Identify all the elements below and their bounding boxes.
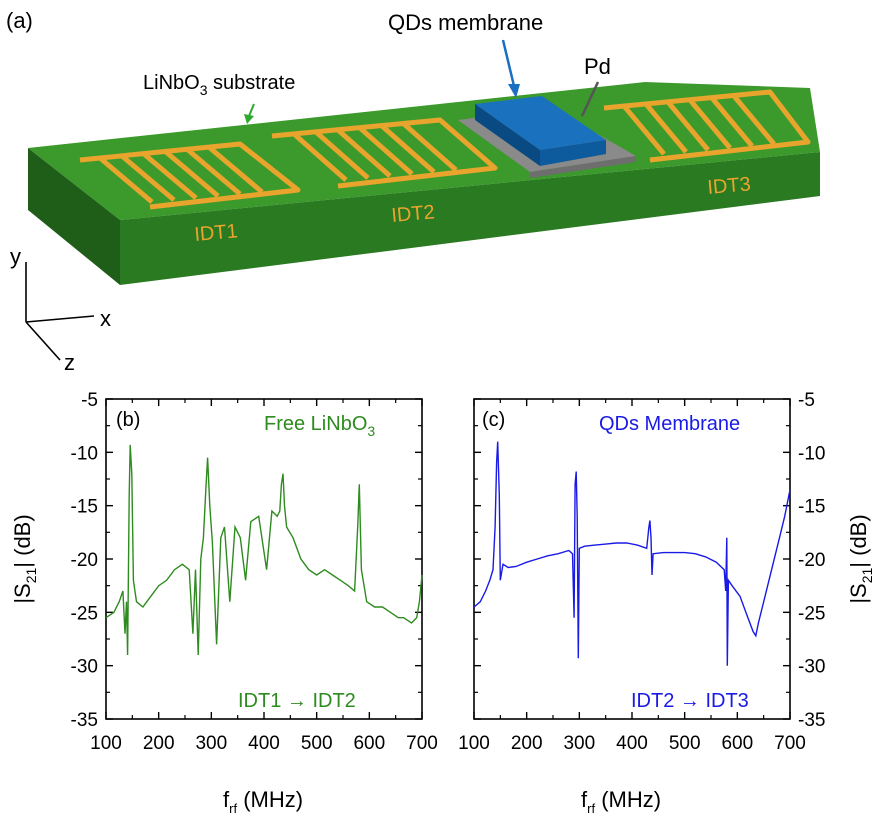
chart-b-xtick-label: 300 [195, 733, 227, 754]
substrate-arrow-head [244, 114, 254, 124]
chart-c-ytick-label: -30 [798, 657, 825, 678]
chart-b-ytick-label: -10 [71, 443, 98, 464]
substrate-label: LiNbO3 substrate [143, 72, 295, 98]
chart-c-ytick-label: -15 [798, 497, 825, 518]
substrate-front [120, 152, 820, 285]
chart-b-ytick-label: -20 [71, 550, 98, 571]
chart-c-title: QDs Membrane [599, 413, 740, 435]
chart-b-ytick-label: -15 [71, 497, 98, 518]
idt2-label: IDT2 [391, 201, 436, 227]
chart-b-xlabel: frf (MHz) [223, 787, 303, 816]
chart-b-xtick-label: 400 [248, 733, 280, 754]
chart-c-ytick-label: -10 [798, 443, 825, 464]
chart-b-xtick-label: 500 [301, 733, 333, 754]
chart-c-annotation: IDT2 → IDT3 [631, 690, 749, 712]
idt1-label: IDT1 [194, 220, 239, 246]
chart-b-series-line [105, 444, 423, 656]
chart-c-ylabel: |S21| (dB) [846, 514, 875, 603]
chart-b-panel-label: (b) [116, 409, 140, 431]
chart-c-xtick-label: 300 [563, 733, 595, 754]
chart-c: -5 -10 -15 -20 -25 -30 -35 100 200 300 400 500 600 7… [458, 390, 875, 816]
chart-b-frame [105, 398, 423, 720]
chart-b-ticks [105, 398, 423, 720]
idt3-label: IDT3 [707, 173, 752, 199]
axes-triad [25, 262, 95, 361]
chart-c-panel-label: (c) [482, 409, 505, 431]
device-schematic: (a) IDT1 IDT2 [6, 8, 820, 375]
membrane-side [475, 104, 540, 166]
idt1-electrodes [79, 141, 301, 210]
chart-c-ytick-label: -5 [798, 390, 815, 411]
chart-c-ticks [473, 398, 791, 720]
chart-b-ytick-label: -25 [71, 603, 98, 624]
idt2-electrodes [271, 117, 498, 189]
chart-b-xtick-label: 600 [353, 733, 385, 754]
chart-b-ytick-label: -30 [71, 657, 98, 678]
membrane-arrow-head [508, 84, 520, 98]
chart-b-xtick-label: 200 [143, 733, 175, 754]
chart-b-xtick-labels: 100 200 300 400 500 600 700 [90, 733, 438, 754]
membrane-top [475, 96, 606, 150]
chart-b: -5 -10 -15 -20 -25 -30 -35 100 200 300 400 500 600 7… [10, 390, 438, 816]
panel-label-a: (a) [6, 8, 33, 33]
chart-c-xtick-label: 500 [669, 733, 701, 754]
chart-c-series-line [473, 441, 791, 666]
chart-b-ylabel: |S21| (dB) [10, 514, 39, 603]
axis-z-label: z [64, 350, 75, 375]
chart-c-xtick-label: 700 [774, 733, 806, 754]
chart-c-xtick-label: 200 [511, 733, 543, 754]
substrate-top [28, 82, 820, 220]
pd-pad-edge [530, 156, 636, 178]
chart-b-ytick-labels: -5 -10 -15 -20 -25 -30 -35 [71, 390, 98, 731]
idt3-electrodes [603, 89, 811, 163]
membrane-label: QDs membrane [388, 10, 543, 35]
chart-c-xtick-label: 600 [721, 733, 753, 754]
pd-arrow-line [580, 81, 600, 117]
chart-c-ytick-label: -35 [798, 710, 825, 731]
substrate-arrow-line [248, 103, 255, 117]
chart-c-xlabel: frf (MHz) [581, 787, 661, 816]
chart-c-xtick-label: 100 [458, 733, 490, 754]
axis-x-label: x [100, 306, 111, 331]
chart-b-xtick-label: 100 [90, 733, 122, 754]
chart-c-xtick-label: 400 [616, 733, 648, 754]
membrane-arrow-line [501, 39, 516, 87]
axis-y-label: y [10, 244, 21, 269]
substrate-side [28, 148, 120, 285]
chart-b-title: Free LiNbO3 [264, 413, 375, 439]
chart-b-annotation: IDT1 → IDT2 [238, 690, 356, 712]
pd-label: Pd [584, 54, 611, 79]
chart-c-ytick-label: -20 [798, 550, 825, 571]
chart-c-frame [473, 398, 791, 720]
chart-b-xtick-label: 700 [406, 733, 438, 754]
chart-b-ytick-label: -5 [81, 390, 98, 411]
chart-c-xtick-labels: 100 200 300 400 500 600 700 [458, 733, 806, 754]
chart-b-ytick-label: -35 [71, 710, 98, 731]
chart-c-ytick-labels: -5 -10 -15 -20 -25 -30 -35 [798, 390, 825, 731]
chart-c-ytick-label: -25 [798, 603, 825, 624]
membrane-front [540, 140, 606, 166]
